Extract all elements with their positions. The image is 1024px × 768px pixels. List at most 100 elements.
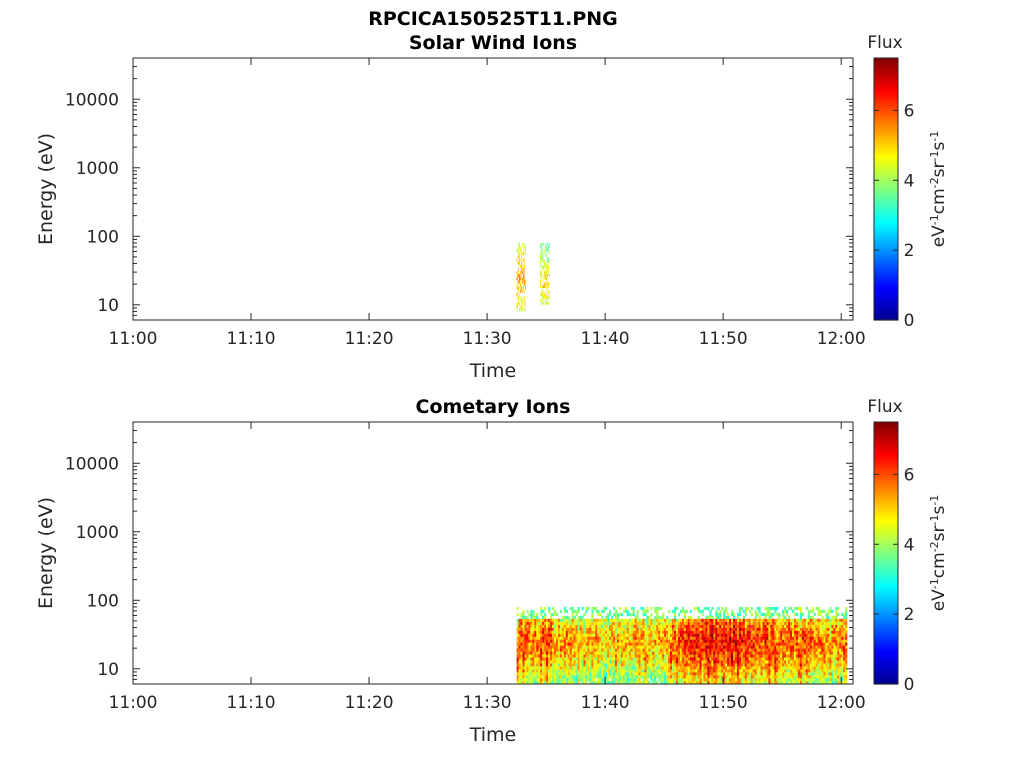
flux-cell xyxy=(729,666,732,670)
flux-cell xyxy=(528,648,531,652)
flux-cell xyxy=(583,624,586,628)
flux-cell xyxy=(544,282,546,286)
flux-cell xyxy=(626,624,629,628)
flux-cell xyxy=(542,299,544,302)
flux-cell xyxy=(845,606,848,611)
flux-cell xyxy=(528,651,531,655)
colorbar-band xyxy=(874,542,898,545)
flux-cell xyxy=(693,669,696,673)
flux-cell xyxy=(563,660,566,664)
flux-cell xyxy=(725,660,728,664)
flux-cell xyxy=(522,308,523,312)
flux-cell xyxy=(542,663,545,667)
flux-cell xyxy=(569,654,572,658)
flux-cell xyxy=(721,606,724,611)
flux-cell xyxy=(742,633,746,637)
flux-cell xyxy=(681,618,685,622)
flux-cell xyxy=(776,627,779,631)
flux-cell xyxy=(703,627,706,631)
flux-cell xyxy=(758,636,761,640)
flux-cell xyxy=(544,612,547,617)
colorbar-band xyxy=(874,485,898,489)
flux-cell xyxy=(752,630,755,634)
flux-cell xyxy=(662,624,665,628)
flux-cell xyxy=(790,678,793,682)
flux-cell xyxy=(519,277,521,281)
flux-cell xyxy=(550,678,553,682)
flux-cell xyxy=(825,669,828,673)
flux-cell xyxy=(776,675,779,679)
flux-cell xyxy=(813,663,816,667)
flux-cell xyxy=(691,627,694,631)
colorbar-band xyxy=(874,82,898,85)
flux-cell xyxy=(524,663,527,667)
flux-cell xyxy=(770,681,773,685)
flux-cell xyxy=(670,618,673,622)
flux-cell xyxy=(709,660,712,664)
flux-cell xyxy=(607,675,610,679)
flux-cell xyxy=(799,660,803,664)
flux-cell xyxy=(624,663,627,667)
flux-cell xyxy=(681,666,685,670)
flux-cell xyxy=(528,657,531,661)
flux-cell xyxy=(573,654,576,658)
flux-cell xyxy=(817,666,820,670)
flux-cell xyxy=(821,627,824,631)
colorbar-band xyxy=(874,258,898,262)
flux-cell xyxy=(679,627,683,631)
colorbar-band xyxy=(874,77,898,81)
flux-cell xyxy=(792,627,795,631)
colorbar-band xyxy=(874,245,898,249)
flux-cell xyxy=(522,280,523,284)
colorbar-band xyxy=(874,642,898,646)
flux-cell xyxy=(736,621,740,625)
flux-cell xyxy=(517,277,519,281)
flux-cell xyxy=(550,651,553,655)
flux-cell xyxy=(793,636,797,640)
flux-cell xyxy=(744,666,747,670)
flux-cell xyxy=(581,636,584,640)
colorbar-band xyxy=(874,217,898,221)
flux-cell xyxy=(835,615,838,619)
flux-cell xyxy=(573,666,576,670)
flux-cell xyxy=(603,681,606,685)
flux-cell xyxy=(805,627,808,631)
flux-cell xyxy=(689,642,692,646)
flux-cell xyxy=(638,660,641,664)
flux-cell xyxy=(693,648,696,652)
flux-cell xyxy=(557,636,561,640)
flux-cell xyxy=(746,639,749,643)
flux-cell xyxy=(547,248,549,252)
flux-cell xyxy=(768,624,771,628)
flux-cell xyxy=(699,639,702,643)
flux-cell xyxy=(660,666,663,670)
flux-cell xyxy=(597,666,600,670)
flux-cell xyxy=(729,675,732,679)
flux-cell xyxy=(815,633,818,637)
flux-cell xyxy=(518,654,521,658)
flux-cell xyxy=(622,681,626,685)
flux-cell xyxy=(675,642,679,646)
flux-cell xyxy=(546,301,548,305)
flux-cell xyxy=(705,654,708,658)
flux-cell xyxy=(825,612,828,617)
flux-cell xyxy=(811,639,814,643)
flux-cell xyxy=(524,633,527,637)
flux-cell xyxy=(673,624,677,628)
flux-cell xyxy=(601,663,604,667)
flux-cell xyxy=(525,308,527,312)
flux-cell xyxy=(642,642,645,646)
flux-cell xyxy=(780,624,783,628)
flux-cell xyxy=(841,678,844,682)
flux-cell xyxy=(839,633,842,637)
flux-cell xyxy=(536,645,539,649)
flux-cell xyxy=(786,609,789,614)
flux-cell xyxy=(819,669,822,673)
flux-cell xyxy=(611,660,614,664)
flux-cell xyxy=(772,675,775,679)
flux-cell xyxy=(541,287,543,291)
flux-cell xyxy=(542,660,545,664)
flux-cell xyxy=(624,618,627,622)
flux-cell xyxy=(561,627,565,631)
flux-cell xyxy=(813,618,816,622)
